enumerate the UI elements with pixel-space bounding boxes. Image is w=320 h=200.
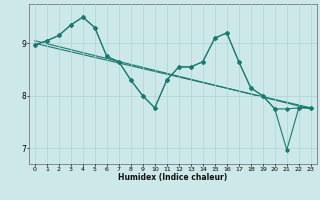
X-axis label: Humidex (Indice chaleur): Humidex (Indice chaleur) xyxy=(118,173,228,182)
